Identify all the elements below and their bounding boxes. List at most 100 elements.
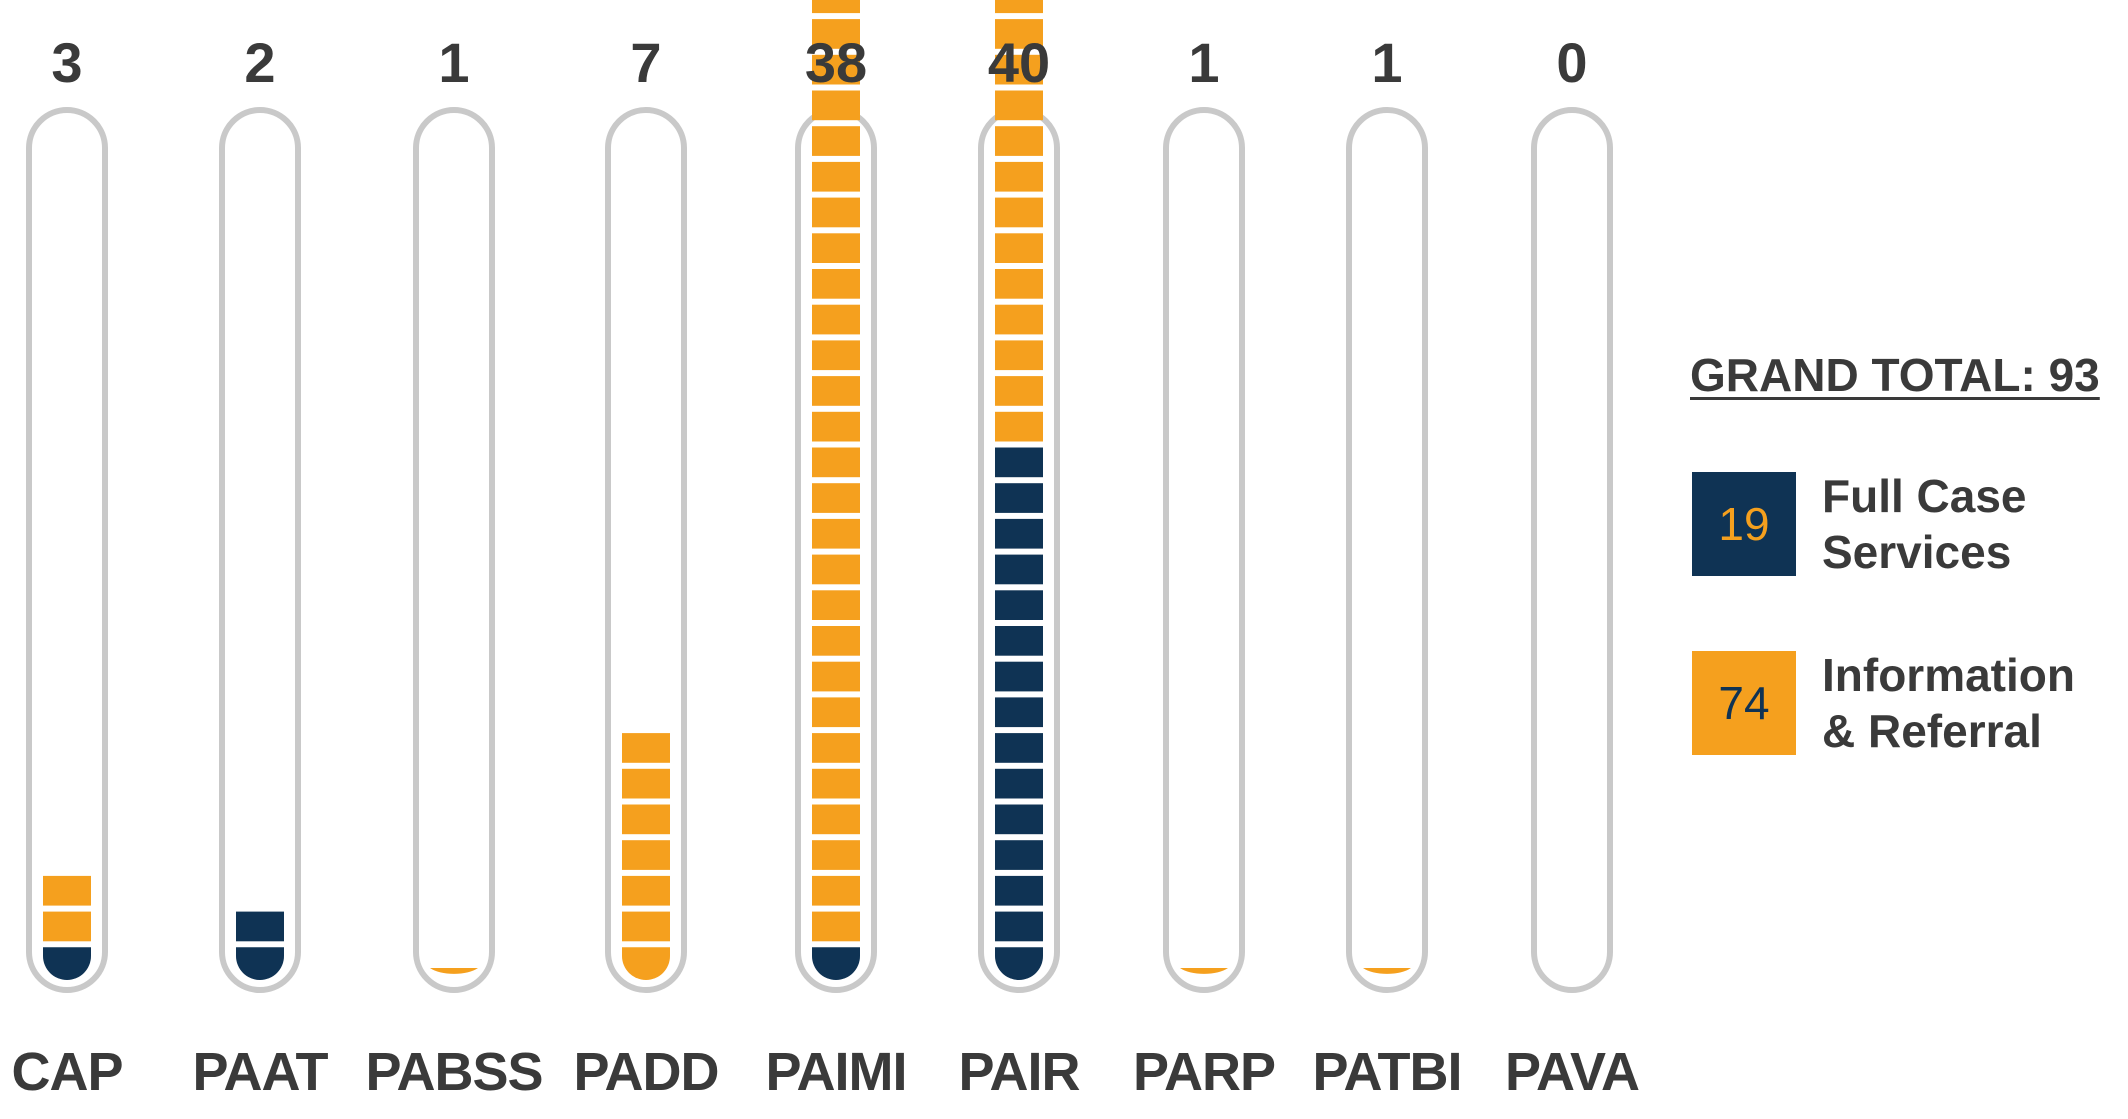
segment-paat-full-case-1: [236, 947, 284, 980]
category-label-patbi: PATBI: [1313, 1042, 1462, 1102]
segment-paimi-info-referral-22: [812, 197, 860, 228]
segment-pabss-info-referral-1: [430, 968, 478, 974]
segment-pair-info-referral-25: [995, 90, 1043, 121]
count-label-pair: 40: [988, 31, 1050, 94]
segment-paimi-info-referral-12: [812, 554, 860, 585]
segment-paimi-info-referral-9: [812, 661, 860, 692]
segment-pair-info-referral-16: [995, 411, 1043, 442]
segment-paimi-info-referral-10: [812, 626, 860, 656]
segment-pair-info-referral-27: [995, 19, 1043, 49]
category-label-parp: PARP: [1133, 1042, 1275, 1102]
legend-label-info-referral: Information & Referral: [1822, 649, 2075, 757]
segment-paimi-info-referral-23: [812, 161, 860, 192]
segment-patbi-info-referral-1: [1363, 968, 1411, 974]
segment-pair-info-referral-17: [995, 376, 1043, 406]
segment-cap-full-case-1: [43, 947, 91, 980]
segment-paat-full-case-2: [236, 911, 284, 942]
segment-pair-full-case-7: [995, 733, 1043, 763]
category-label-paimi: PAIMI: [766, 1042, 907, 1102]
segment-paimi-info-referral-24: [812, 126, 860, 156]
segment-paimi-info-referral-5: [812, 804, 860, 835]
category-label-pava: PAVA: [1505, 1042, 1639, 1102]
segment-pair-full-case-14: [995, 483, 1043, 513]
segment-pair-info-referral-18: [995, 340, 1043, 371]
count-label-paat: 2: [244, 31, 275, 94]
segment-paimi-info-referral-25: [812, 90, 860, 121]
segment-padd-info-referral-7: [622, 733, 670, 763]
tube-patbi: [1346, 107, 1428, 993]
segment-paimi-info-referral-15: [812, 447, 860, 478]
segment-cap-info-referral-2: [43, 911, 91, 942]
segment-paimi-info-referral-11: [812, 590, 860, 620]
segment-pair-full-case-4: [995, 840, 1043, 870]
legend-item-info-referral: 74 Information & Referral: [1692, 647, 2075, 759]
segment-parp-info-referral-1: [1180, 968, 1228, 974]
segment-pair-full-case-12: [995, 554, 1043, 585]
segment-pair-info-referral-21: [995, 233, 1043, 263]
segment-pair-info-referral-28: [995, 0, 1043, 14]
segment-padd-info-referral-2: [622, 911, 670, 942]
tube-cap: [26, 107, 108, 993]
count-label-cap: 3: [51, 31, 82, 94]
segment-pair-info-referral-26: [995, 54, 1043, 85]
segment-paimi-info-referral-21: [812, 233, 860, 263]
segment-pair-full-case-11: [995, 590, 1043, 620]
segment-paimi-info-referral-26: [812, 54, 860, 85]
count-label-padd: 7: [630, 31, 661, 94]
segment-pair-info-referral-23: [995, 161, 1043, 192]
segment-pair-full-case-8: [995, 697, 1043, 728]
segment-padd-info-referral-1: [622, 947, 670, 980]
segment-paimi-info-referral-28: [812, 0, 860, 14]
category-label-paat: PAAT: [193, 1042, 329, 1102]
category-label-padd: PADD: [573, 1042, 718, 1102]
segment-pair-full-case-10: [995, 626, 1043, 656]
category-label-cap: CAP: [11, 1042, 122, 1102]
count-label-patbi: 1: [1371, 31, 1402, 94]
segment-padd-info-referral-6: [622, 768, 670, 799]
segment-pair-info-referral-19: [995, 304, 1043, 335]
segment-pair-full-case-3: [995, 875, 1043, 906]
segment-paimi-info-referral-7: [812, 733, 860, 763]
tube-paat: [219, 107, 301, 993]
count-label-pava: 0: [1556, 31, 1587, 94]
legend-label-full-case: Full Case Services: [1822, 470, 2027, 578]
category-label-pabss: PABSS: [365, 1042, 542, 1102]
count-label-paimi: 38: [805, 31, 867, 94]
tube-pabss: [413, 107, 495, 993]
segment-pair-full-case-5: [995, 804, 1043, 835]
segment-paimi-full-case-1: [812, 947, 860, 980]
grand-total-label: GRAND TOTAL: 93: [1690, 349, 2100, 401]
tube-pava: [1531, 107, 1613, 993]
legend-swatch-full-case: 19: [1692, 472, 1796, 576]
segment-paimi-info-referral-16: [812, 411, 860, 442]
count-label-pabss: 1: [438, 31, 469, 94]
segment-pair-full-case-15: [995, 447, 1043, 478]
segment-pair-info-referral-24: [995, 126, 1043, 156]
segment-paimi-info-referral-18: [812, 340, 860, 371]
segment-paimi-info-referral-13: [812, 518, 860, 549]
segment-pair-full-case-9: [995, 661, 1043, 692]
segment-pair-info-referral-20: [995, 269, 1043, 299]
segment-padd-info-referral-3: [622, 875, 670, 906]
category-label-pair: PAIR: [958, 1042, 1079, 1102]
segment-paimi-info-referral-4: [812, 840, 860, 870]
segment-paimi-info-referral-6: [812, 768, 860, 799]
segment-pair-full-case-6: [995, 768, 1043, 799]
segment-paimi-info-referral-19: [812, 304, 860, 335]
segment-paimi-info-referral-27: [812, 19, 860, 49]
segment-pair-info-referral-22: [995, 197, 1043, 228]
count-label-parp: 1: [1188, 31, 1219, 94]
legend-item-full-case: 19 Full Case Services: [1692, 468, 2027, 580]
tube-parp: [1163, 107, 1245, 993]
segment-pair-full-case-1: [995, 947, 1043, 980]
segment-paimi-info-referral-17: [812, 376, 860, 406]
segment-paimi-info-referral-14: [812, 483, 860, 513]
segment-paimi-info-referral-2: [812, 911, 860, 942]
legend-swatch-info-referral: 74: [1692, 651, 1796, 755]
segment-paimi-info-referral-3: [812, 875, 860, 906]
segment-paimi-info-referral-20: [812, 269, 860, 299]
segment-cap-info-referral-3: [43, 875, 91, 906]
segment-padd-info-referral-5: [622, 804, 670, 835]
segment-padd-info-referral-4: [622, 840, 670, 870]
